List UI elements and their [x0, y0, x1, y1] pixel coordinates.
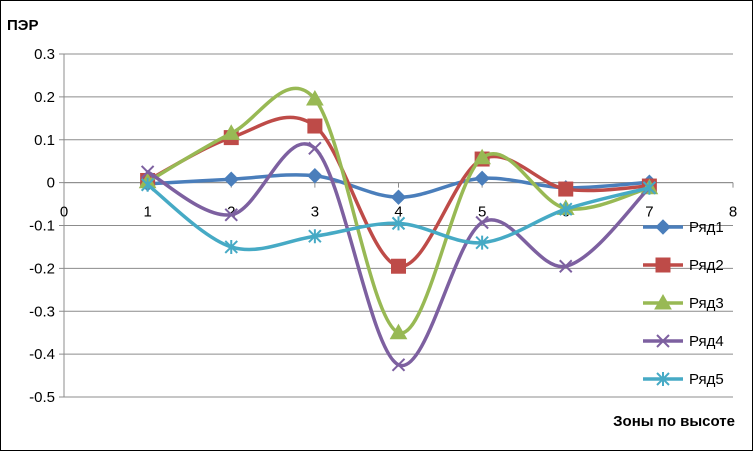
data-point	[559, 202, 573, 217]
x-axis-title: Зоны по высоте	[613, 413, 735, 430]
legend-item: Ряд4	[643, 333, 724, 350]
y-tick-label: 0	[47, 175, 55, 192]
x-tick-label: 1	[143, 204, 151, 221]
data-point	[475, 235, 489, 250]
y-tick-label: -0.3	[29, 303, 55, 320]
legend-marker	[655, 219, 671, 235]
data-point	[140, 177, 155, 192]
data-point	[307, 118, 323, 134]
legend-item: Ряд3	[643, 293, 724, 312]
data-point	[307, 168, 323, 184]
legend-label: Ряд4	[689, 333, 724, 350]
x-tick-label: 8	[729, 204, 737, 221]
data-point	[390, 189, 407, 205]
y-tick-label: -0.5	[29, 389, 55, 406]
y-tick-label: -0.4	[29, 346, 55, 363]
data-point	[642, 180, 657, 195]
x-tick-label: 7	[645, 204, 653, 221]
legend-label: Ряд2	[689, 257, 724, 274]
x-tick-label: 5	[478, 204, 486, 221]
x-tick-label: 3	[311, 204, 319, 221]
x-tick-label: 4	[394, 204, 402, 221]
data-point	[306, 90, 324, 106]
x-tick-label: 0	[60, 204, 68, 221]
data-point	[558, 181, 574, 197]
legend-item: Ряд2	[643, 257, 724, 274]
legend: Ряд1 Ряд2 Ряд3 Ряд4 Ряд5	[643, 219, 724, 388]
legend-marker	[656, 372, 670, 386]
legend-label: Ряд5	[689, 371, 724, 388]
data-point	[473, 148, 491, 165]
legend-item: Ряд5	[643, 371, 724, 388]
data-point	[391, 216, 406, 231]
data-point	[308, 229, 322, 244]
y-tick-label: 0.2	[34, 89, 55, 106]
x-tick-label: 2	[227, 204, 235, 221]
data-point	[389, 323, 408, 340]
legend-label: Ряд3	[689, 295, 724, 312]
data-point	[391, 258, 406, 274]
axes: 0.30.20.10-0.1-0.2-0.3-0.4-0.5012345678	[29, 46, 737, 406]
data-point	[224, 208, 238, 222]
data-point	[308, 141, 322, 156]
data-point	[391, 358, 406, 372]
y-tick-label: -0.1	[29, 218, 55, 235]
y-tick-label: 0.3	[34, 46, 55, 63]
legend-marker	[656, 334, 670, 348]
data-point	[474, 170, 490, 187]
data-point	[559, 259, 573, 273]
legend-label: Ряд1	[689, 219, 724, 236]
data-point	[475, 215, 489, 230]
series-5	[140, 177, 657, 254]
data-point	[222, 124, 241, 140]
data-point	[140, 165, 155, 179]
y-tick-label: -0.2	[29, 260, 55, 277]
data-point	[223, 171, 239, 187]
legend-marker	[654, 293, 672, 310]
y-tick-label: 0.1	[34, 132, 55, 149]
data-point	[224, 239, 238, 254]
series-layer	[138, 86, 659, 372]
legend-item: Ряд1	[643, 219, 724, 236]
legend-marker	[655, 257, 671, 273]
series-4	[140, 141, 657, 372]
y-axis-title: ПЭР	[7, 17, 38, 34]
